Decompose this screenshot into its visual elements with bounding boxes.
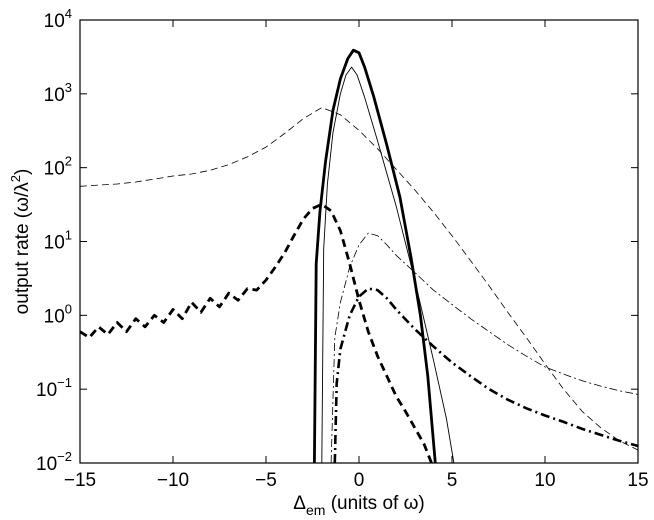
x-axis-label-sub: em: [306, 502, 325, 518]
x-tick-label: −5: [255, 470, 277, 491]
y-axis-label: output rate (ω/λ2): [8, 169, 33, 315]
series-line-thin-dashdot: [330, 232, 638, 463]
y-tick-label: 100: [44, 301, 72, 327]
y-tick-label: 10−1: [36, 375, 72, 401]
x-tick-label: 10: [534, 470, 555, 491]
x-tick-label: −10: [157, 470, 189, 491]
plot-frame: [79, 19, 639, 464]
series-line-thin-dashed: [80, 107, 638, 451]
x-tick-label: 15: [627, 470, 648, 491]
series-line-thick-dashed: [80, 202, 433, 463]
y-tick-label: 10−2: [36, 449, 72, 475]
x-tick-label: 0: [354, 470, 365, 491]
y-tick-label: 104: [44, 6, 72, 32]
x-tick-label: −15: [64, 470, 96, 491]
series-line-thick-dashdot: [333, 287, 638, 463]
x-tick-label: 5: [447, 470, 458, 491]
y-tick-label: 101: [44, 228, 72, 254]
x-axis-label-rest: (units of ω): [325, 493, 424, 514]
y-axis-label-main: output rate (ω/λ: [12, 182, 33, 315]
y-axis-label-end: ): [12, 169, 33, 175]
tick-group: −15 −10 −5 0 5 10 15 10−2 10−1 100 101 102 103 104: [36, 6, 649, 491]
y-tick-label: 102: [44, 154, 72, 180]
series-line-thick-solid: [313, 48, 437, 463]
x-axis-label: Δem (units of ω): [293, 493, 424, 518]
series-line-thin-solid: [321, 66, 455, 463]
y-axis-label-sup: 2: [8, 175, 23, 182]
series-group: [80, 48, 638, 463]
x-axis-label-main: Δ: [293, 493, 306, 514]
y-tick-label: 103: [44, 80, 72, 106]
